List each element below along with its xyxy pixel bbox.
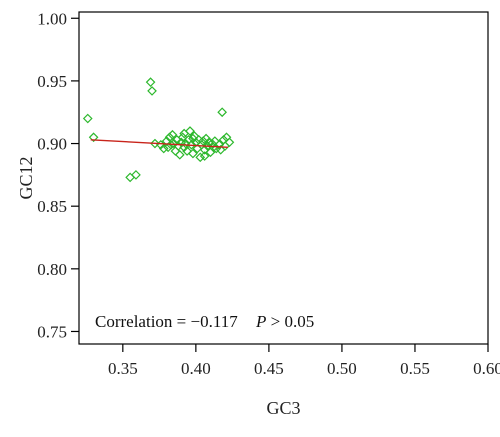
data-point (179, 128, 190, 139)
data-point (167, 129, 178, 140)
data-point (199, 151, 210, 161)
p-label: P (255, 312, 266, 331)
data-point (207, 138, 217, 149)
data-point (131, 170, 141, 180)
data-point (147, 86, 157, 96)
data-point (82, 113, 93, 124)
y-tick-label: 0.85 (37, 197, 67, 216)
data-point (174, 149, 185, 160)
data-point (180, 138, 191, 149)
correlation-annotation: Correlation = −0.117 P > 0.05 (95, 312, 314, 331)
data-point (188, 148, 198, 159)
x-axis: 0.35 0.40 0.45 0.50 0.55 0.60 (108, 344, 500, 378)
x-tick-label: 0.35 (108, 359, 138, 378)
data-point (150, 138, 160, 149)
data-point (224, 137, 235, 148)
y-tick-label: 0.95 (37, 72, 67, 91)
correlation-text: Correlation = −0.117 (95, 312, 238, 331)
data-point (88, 132, 99, 143)
plot-frame (78, 11, 489, 345)
x-tick-label: 0.55 (400, 359, 430, 378)
data-point (182, 146, 192, 156)
data-point (186, 139, 197, 150)
data-point (185, 126, 195, 136)
data-point (195, 152, 206, 163)
x-tick-label: 0.60 (473, 359, 500, 378)
y-tick-label: 0.90 (37, 135, 67, 154)
y-tick-label: 1.00 (37, 9, 67, 28)
data-point (214, 139, 225, 150)
data-point (145, 77, 156, 88)
data-point (188, 133, 198, 144)
y-axis-title: GC12 (16, 156, 36, 199)
x-tick-label: 0.40 (181, 359, 211, 378)
y-axis: 0.75 0.80 0.85 0.90 0.95 1.00 (37, 9, 79, 341)
data-point (170, 146, 181, 156)
y-tick-label: 0.75 (37, 322, 67, 341)
data-point (164, 132, 175, 143)
x-tick-label: 0.45 (254, 359, 284, 378)
data-point (199, 144, 210, 155)
data-point (217, 107, 227, 118)
data-point (198, 136, 209, 146)
data-points (82, 77, 235, 183)
x-axis-title: GC3 (266, 398, 300, 418)
data-point (158, 143, 169, 154)
y-tick-label: 0.80 (37, 260, 67, 279)
p-text: > 0.05 (271, 312, 315, 331)
fit-line (90, 139, 229, 149)
x-tick-label: 0.50 (327, 359, 357, 378)
